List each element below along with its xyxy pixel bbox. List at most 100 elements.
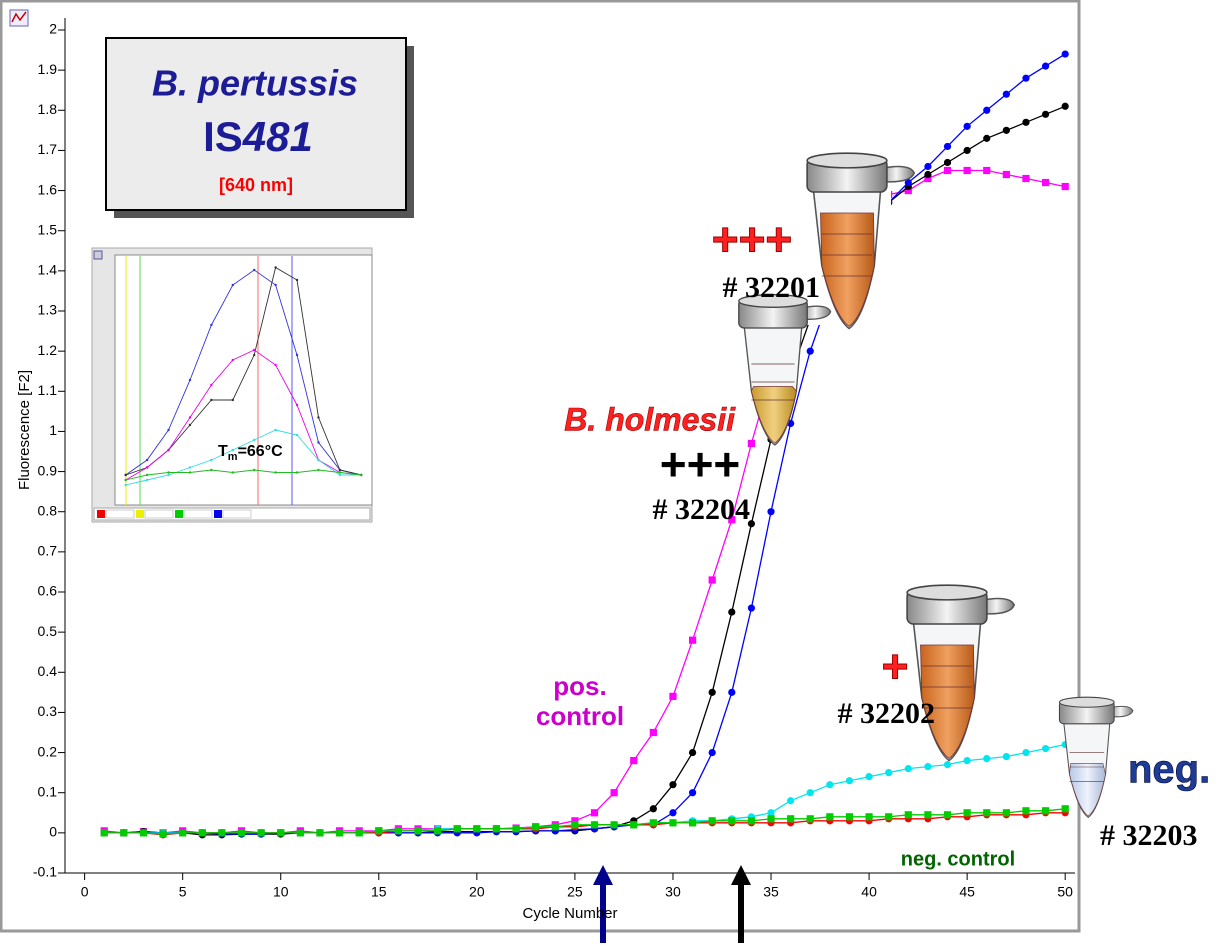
data-point <box>167 471 170 474</box>
data-point <box>826 781 834 789</box>
data-point <box>943 811 952 819</box>
y-tick-label: 2 <box>49 21 57 37</box>
data-point <box>767 508 775 516</box>
result-mark: +++ <box>660 438 741 490</box>
x-tick-label: 25 <box>567 884 583 900</box>
data-point <box>904 765 912 773</box>
data-point <box>649 805 657 813</box>
y-tick-label: 0.3 <box>38 703 58 719</box>
data-point <box>124 483 127 487</box>
data-point <box>198 829 206 837</box>
data-point <box>787 815 795 823</box>
data-point <box>1061 50 1069 58</box>
data-point <box>845 777 854 785</box>
data-point <box>669 692 677 700</box>
x-tick-label: 30 <box>665 884 681 900</box>
series-line <box>125 269 362 476</box>
x-tick-label: 5 <box>179 884 187 900</box>
data-point <box>274 283 277 287</box>
x-tick-label: 45 <box>959 884 975 900</box>
result-mark: + <box>882 640 909 692</box>
data-point <box>274 471 277 474</box>
data-point <box>904 811 912 819</box>
data-point <box>571 821 579 829</box>
data-point <box>124 478 127 482</box>
inset-chart <box>91 247 373 523</box>
data-point <box>728 608 736 616</box>
data-point <box>669 781 677 789</box>
data-point <box>747 817 756 825</box>
data-point <box>277 829 285 837</box>
arrows <box>593 865 751 943</box>
data-point <box>1022 74 1030 82</box>
data-point <box>1061 805 1069 813</box>
data-point <box>231 398 234 402</box>
inset-annotation-part: T <box>218 443 228 460</box>
data-point <box>316 829 324 837</box>
data-point <box>295 353 299 357</box>
data-point <box>210 458 213 462</box>
y-tick-label: 1.6 <box>38 181 58 197</box>
tube-image <box>806 152 916 330</box>
y-tick-label: 0.8 <box>38 502 58 518</box>
data-point <box>1022 118 1030 126</box>
data-point <box>865 813 873 821</box>
data-point <box>145 473 149 477</box>
data-point <box>159 830 167 838</box>
data-point <box>257 829 265 837</box>
data-point <box>963 122 971 130</box>
data-point <box>747 520 756 528</box>
data-point <box>338 473 342 477</box>
tube-cap-top <box>906 584 988 601</box>
data-point <box>924 763 932 771</box>
y-tick-label: 1.1 <box>38 382 58 398</box>
data-point <box>1061 102 1069 110</box>
data-point <box>295 471 299 474</box>
data-point <box>963 166 971 175</box>
data-point <box>728 516 736 524</box>
data-point <box>688 819 697 827</box>
data-point <box>1041 178 1050 187</box>
chart-icon <box>9 9 29 27</box>
x-tick-label: 35 <box>763 884 779 900</box>
data-point <box>1002 809 1010 817</box>
data-point <box>688 748 697 757</box>
data-point <box>571 817 579 825</box>
data-point <box>630 757 638 765</box>
data-point <box>167 473 170 477</box>
data-point <box>688 636 697 644</box>
data-point <box>296 829 304 837</box>
data-point <box>924 162 932 171</box>
data-point <box>1022 748 1030 757</box>
data-point <box>963 757 971 765</box>
tube-liquid <box>1069 763 1106 817</box>
data-point <box>295 433 299 437</box>
data-point <box>394 827 402 835</box>
y-tick-label: 0.9 <box>38 462 58 478</box>
data-point <box>1041 807 1050 815</box>
data-point <box>317 441 320 444</box>
y-tick-label: 0.6 <box>38 583 58 599</box>
data-point <box>231 448 234 452</box>
data-point <box>767 815 775 823</box>
series-label: neg. control <box>901 848 1015 870</box>
data-point <box>453 825 461 833</box>
data-point <box>355 829 363 837</box>
data-point <box>669 809 677 817</box>
data-point <box>728 817 736 825</box>
data-point <box>708 817 716 825</box>
data-point <box>295 403 299 407</box>
y-tick-label: 0.4 <box>38 663 58 679</box>
data-point <box>943 761 952 769</box>
result-mark: +++ <box>712 213 793 265</box>
data-point <box>167 428 170 432</box>
data-point <box>885 769 893 777</box>
data-point <box>473 825 481 833</box>
data-point <box>983 106 991 114</box>
y-tick-label: 0 <box>49 824 57 840</box>
data-point <box>1041 744 1050 753</box>
data-point <box>145 466 149 469</box>
inset-legend <box>93 507 371 521</box>
tube-image <box>738 294 832 446</box>
